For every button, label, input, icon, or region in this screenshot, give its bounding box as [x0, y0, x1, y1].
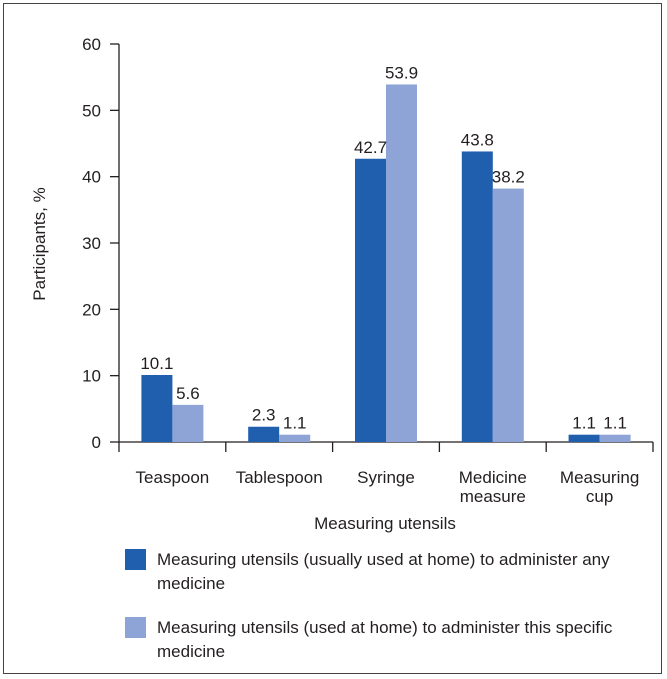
y-tick-label: 30 — [82, 234, 101, 253]
y-tick-label: 0 — [92, 433, 101, 452]
bar-series-1-1 — [248, 427, 279, 442]
bar-series-1-3 — [462, 151, 493, 442]
y-tick-label: 40 — [82, 168, 101, 187]
bar-series-2-3 — [493, 189, 524, 442]
y-axis: 0 10 20 30 40 50 60 — [82, 35, 119, 452]
data-label: 10.1 — [140, 354, 173, 373]
bar-series-1-2 — [355, 159, 386, 442]
x-tick-label: Syringe — [357, 468, 415, 487]
y-tick-label: 10 — [82, 367, 101, 386]
legend-swatch-series-1 — [125, 549, 146, 570]
data-label: 43.8 — [461, 130, 494, 149]
data-label: 42.7 — [354, 138, 387, 157]
category-labels: Teaspoon Tablespoon Syringe Medicinemeasure… — [136, 468, 640, 506]
y-tick-label: 50 — [82, 101, 101, 120]
x-axis-title: Measuring utensils — [314, 514, 456, 533]
x-axis — [119, 442, 653, 452]
bar-series-2-2 — [386, 84, 417, 442]
data-label: 38.2 — [492, 168, 525, 187]
data-label: 5.6 — [176, 384, 200, 403]
y-tick-label: 20 — [82, 300, 101, 319]
x-tick-label: Teaspoon — [136, 468, 210, 487]
data-label: 2.3 — [252, 406, 276, 425]
legend-swatch-series-2 — [125, 617, 146, 638]
x-tick-label: cup — [586, 487, 613, 506]
x-tick-label: Tablespoon — [236, 468, 323, 487]
legend-label-series-2: Measuring utensils (used at home) to adm… — [157, 616, 657, 664]
legend-label-series-1: Measuring utensils (usually used at home… — [157, 548, 657, 596]
data-label: 1.1 — [283, 414, 307, 433]
bar-series-2-1 — [279, 435, 310, 442]
bar-series-1-4 — [569, 435, 600, 442]
x-tick-label: measure — [460, 487, 526, 506]
data-label: 53.9 — [385, 63, 418, 82]
bar-series-2-4 — [600, 435, 631, 442]
x-tick-label: Medicine — [459, 468, 527, 487]
y-axis-title: Participants, % — [30, 187, 49, 300]
y-tick-label: 60 — [82, 35, 101, 54]
x-tick-label: Measuring — [560, 468, 639, 487]
data-label: 1.1 — [572, 414, 596, 433]
data-label: 1.1 — [603, 414, 627, 433]
bar-series-1-0 — [141, 375, 172, 442]
bar-series-2-0 — [172, 405, 203, 442]
